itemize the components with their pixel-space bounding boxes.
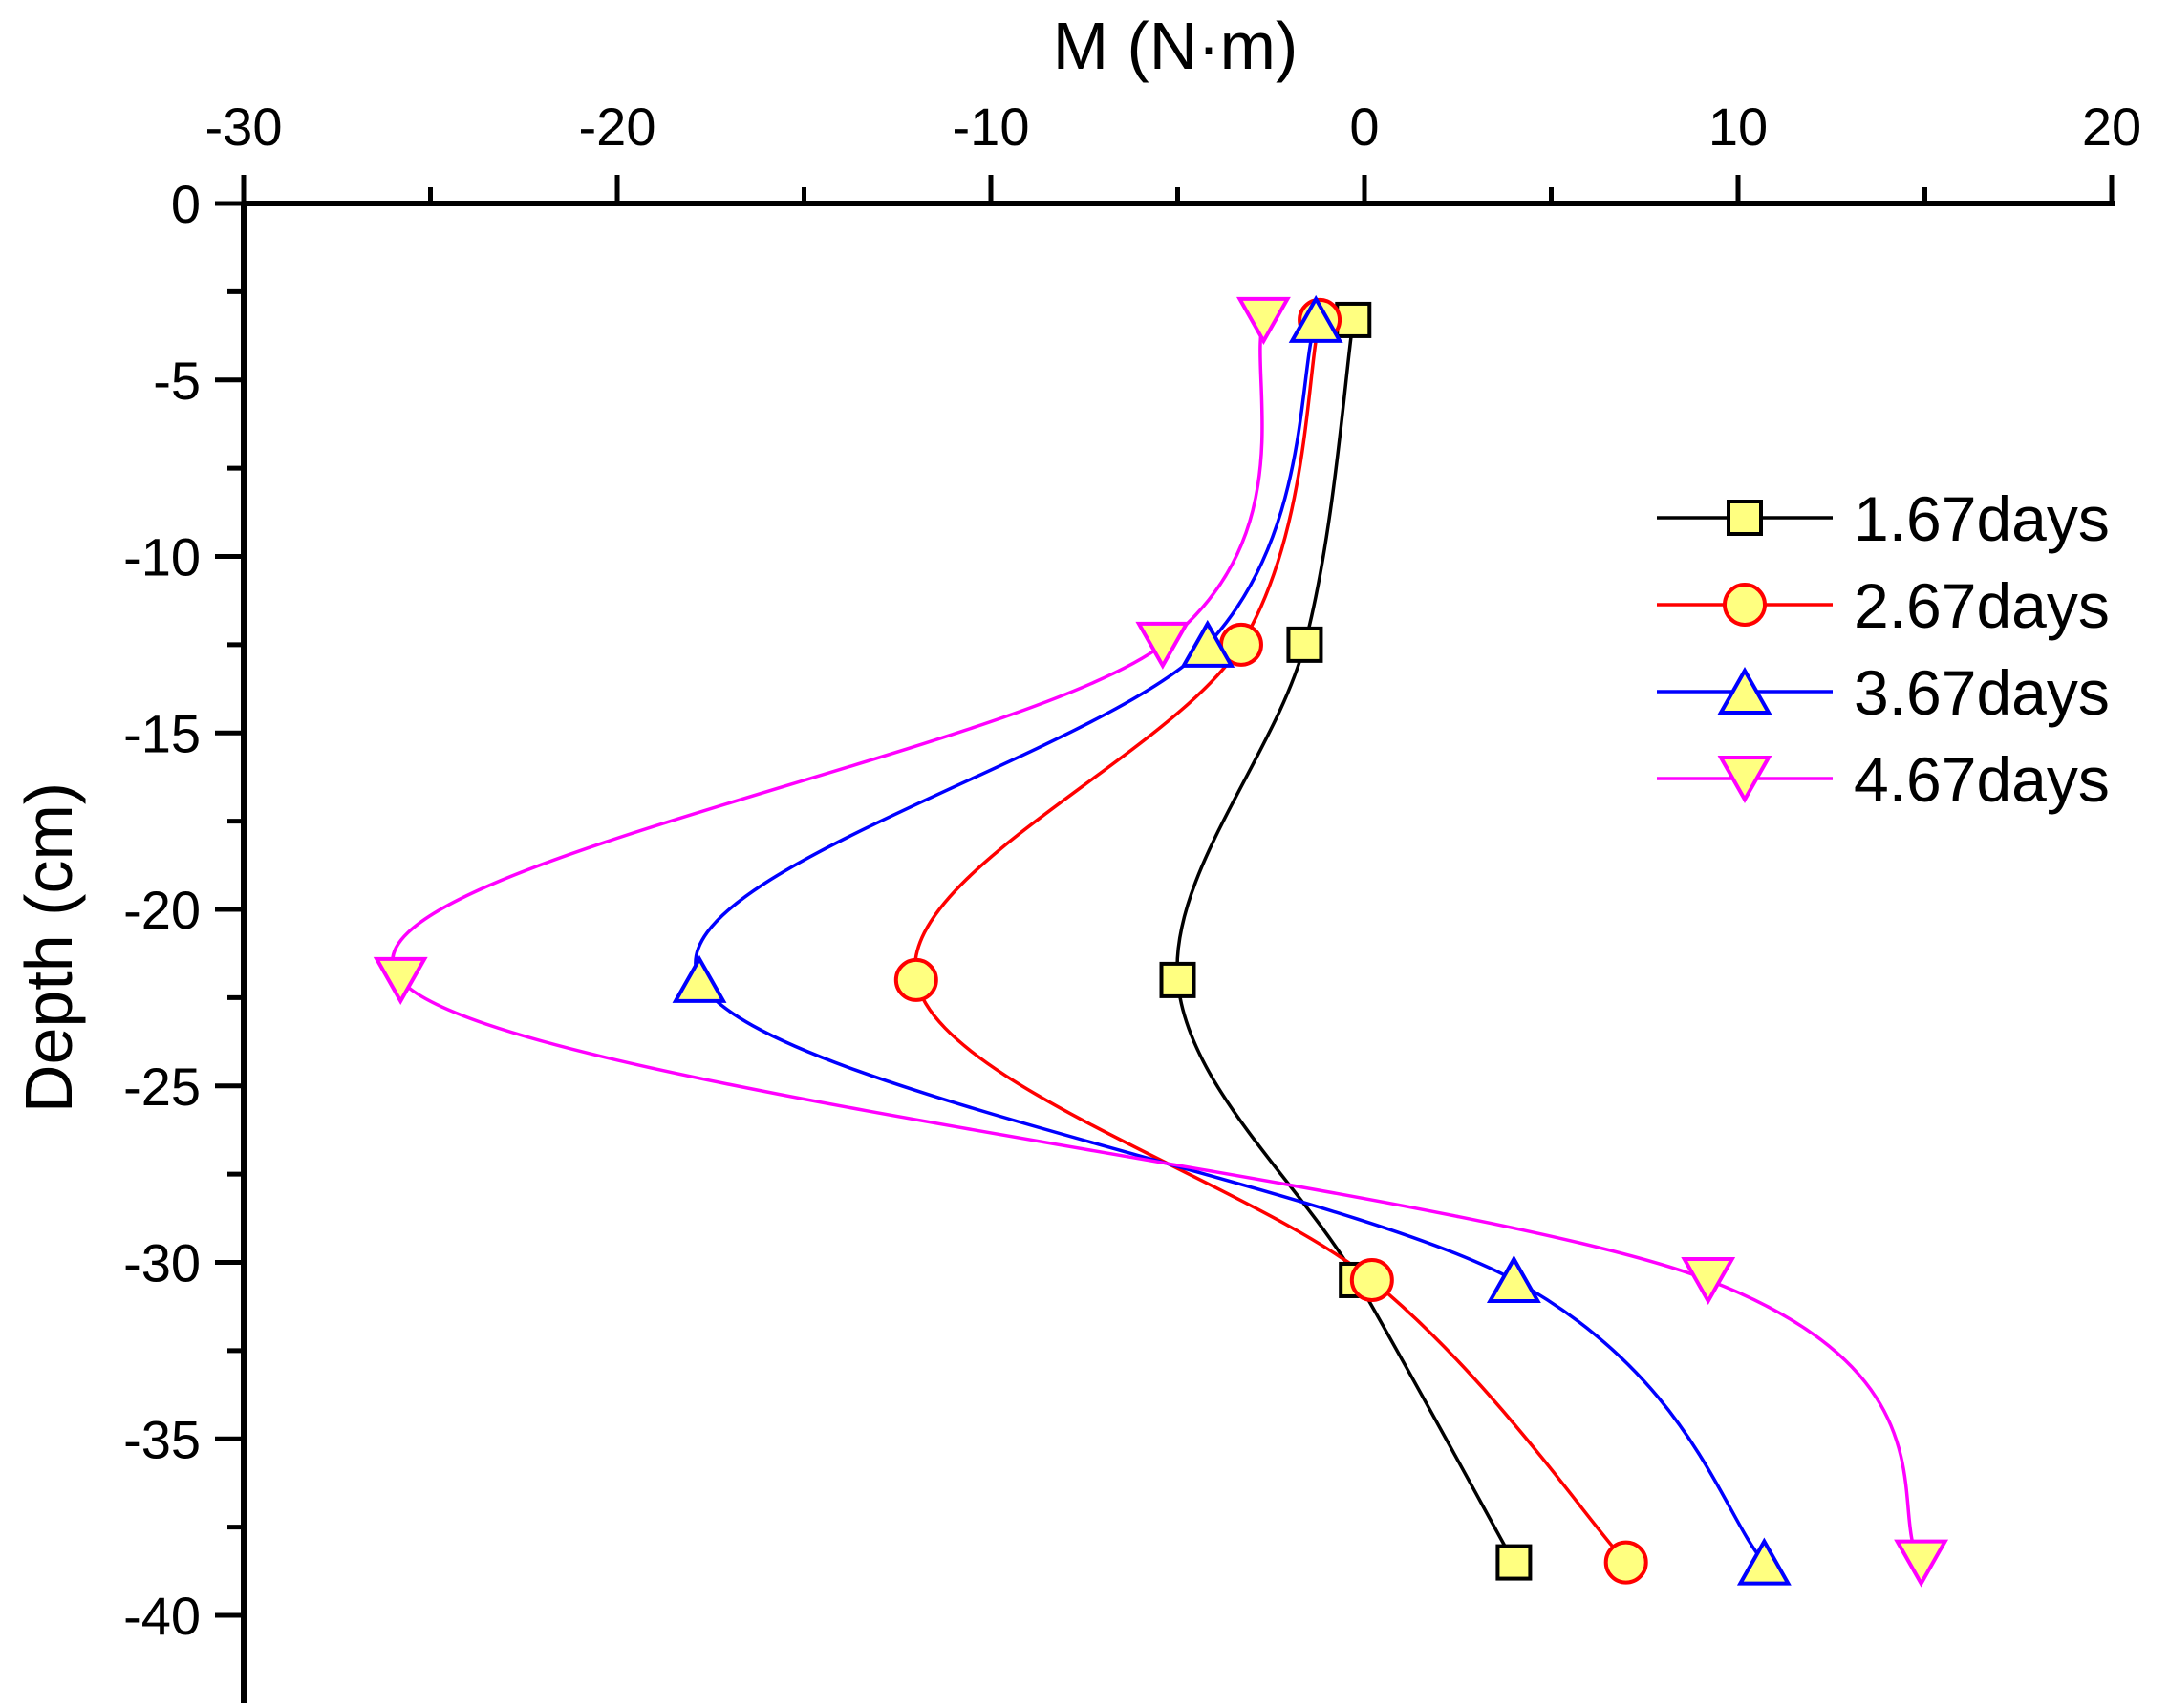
y-tick-label: -20: [123, 880, 201, 940]
data-point-1.67days: [1159, 961, 1196, 998]
series-line-4.67days: [391, 319, 1922, 1564]
y-tick-label: -40: [123, 1586, 201, 1646]
legend-marker-1.67days: [1727, 500, 1763, 536]
data-point-3.67days: [1180, 619, 1235, 668]
data-point-1.67days: [1335, 301, 1372, 338]
data-point-4.67days: [1681, 1256, 1736, 1306]
data-point-4.67days: [1894, 1539, 1949, 1588]
data-point-4.67days: [1135, 621, 1191, 670]
y-axis-title: Depth (cm): [11, 782, 86, 1113]
legend-label-1.67days: 1.67days: [1854, 483, 2110, 554]
y-tick-label: -25: [123, 1057, 201, 1117]
x-tick-label: -10: [953, 96, 1030, 157]
data-point-4.67days: [373, 956, 428, 1005]
legend-marker-2.67days: [1723, 583, 1767, 627]
y-tick-label: -5: [153, 351, 201, 411]
data-point-2.67days: [1349, 1257, 1394, 1302]
data-point-3.67days: [1736, 1537, 1792, 1586]
x-tick-label: -30: [205, 96, 283, 157]
data-point-3.67days: [1486, 1254, 1541, 1303]
y-tick-label: -10: [123, 527, 201, 587]
legend-marker-3.67days: [1717, 666, 1772, 715]
y-tick-label: -30: [123, 1233, 201, 1293]
series-line-2.67days: [913, 319, 1628, 1564]
legend-label-2.67days: 2.67days: [1854, 570, 2110, 641]
x-tick-label: 20: [2082, 96, 2141, 157]
legend: 1.67days 2.67days 3.67days 4.67days: [1657, 483, 2110, 815]
x-tick-label: 0: [1349, 96, 1379, 157]
data-point-1.67days: [1495, 1544, 1533, 1581]
x-tick-label: -20: [579, 96, 656, 157]
legend-label-4.67days: 4.67days: [1854, 744, 2110, 815]
data-point-1.67days: [1286, 626, 1323, 663]
axes: -30 -20 -10 0 10 20 0 -5 -10 -15 -20 -25 -30 -35 -40: [123, 96, 2141, 1703]
y-tick-label: -35: [123, 1409, 201, 1469]
series-line-3.67days: [694, 319, 1766, 1564]
series-lines: [391, 319, 1922, 1564]
data-point-2.67days: [1603, 1540, 1648, 1585]
legend-label-3.67days: 3.67days: [1854, 657, 2110, 728]
series-markers: [373, 294, 1949, 1588]
y-tick-label: -15: [123, 703, 201, 763]
x-tick-label: 10: [1708, 96, 1768, 157]
series-line-1.67days: [1175, 319, 1515, 1564]
y-tick-label: 0: [171, 174, 201, 234]
x-axis-title: M (N·m): [1053, 9, 1299, 83]
data-point-2.67days: [893, 957, 938, 1002]
data-point-4.67days: [1235, 296, 1291, 345]
legend-marker-4.67days: [1717, 756, 1772, 804]
data-point-3.67days: [1288, 294, 1343, 343]
data-point-3.67days: [672, 954, 727, 1003]
